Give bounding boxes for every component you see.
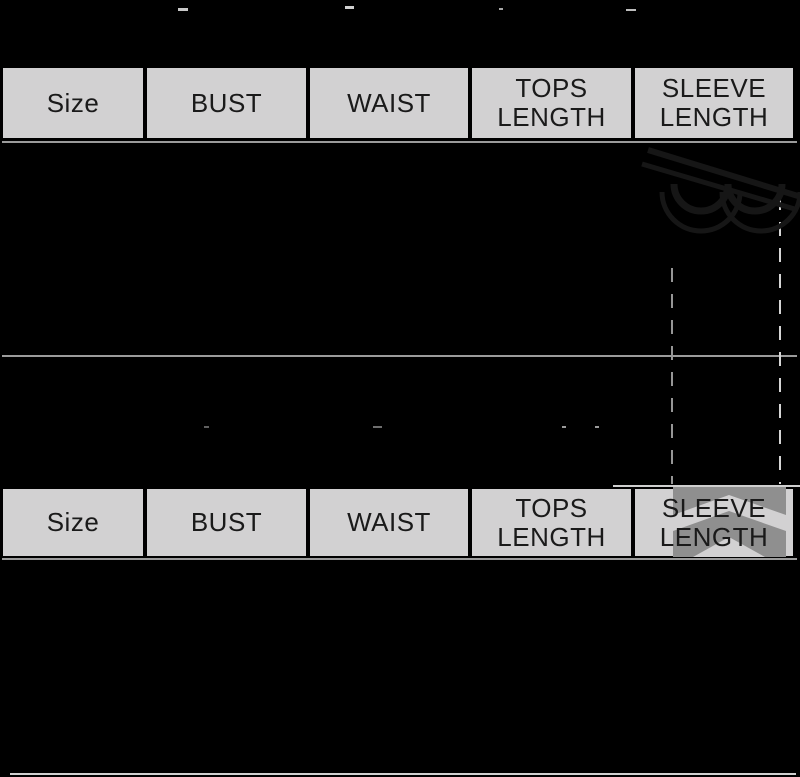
tops-length-header-cell: TOPS LENGTH — [472, 68, 635, 138]
size-chart-1-header-row: Size BUST WAIST TOPS LENGTH SLEEVE LENGT… — [3, 68, 793, 138]
header-label: TOPS — [515, 73, 588, 103]
table-1-body — [3, 143, 793, 355]
table-1-header-underline — [2, 141, 797, 143]
sleeve-length-header-cell: SLEEVE LENGTH — [635, 68, 793, 138]
bust-header-cell: BUST — [147, 489, 310, 556]
bust-header-cell: BUST — [147, 68, 310, 138]
table-1-bottom-rule — [2, 355, 797, 357]
size-header-cell: Size — [3, 489, 147, 556]
title-text-artifact — [562, 426, 566, 428]
table-2-body — [3, 560, 793, 773]
size-header-cell: Size — [3, 68, 147, 138]
title-text-artifact — [626, 9, 636, 11]
table-2-header-underline — [2, 558, 797, 560]
header-label: LENGTH — [497, 102, 606, 132]
title-text-artifact — [204, 426, 209, 428]
garment-sketch-icon — [641, 147, 800, 234]
header-label: WAIST — [347, 507, 431, 537]
header-label: TOPS — [515, 492, 588, 523]
title-text-artifact — [345, 6, 354, 9]
sleeve-measure-horizontal-rule — [613, 485, 800, 487]
header-label: BUST — [190, 507, 263, 537]
title-text-artifact — [178, 8, 188, 11]
size-chart-2-header-row: Size BUST WAIST TOPS LENGTH SLEEVE LENGT… — [3, 489, 793, 556]
header-label: Size — [46, 507, 100, 537]
header-label: LENGTH — [659, 102, 769, 132]
header-label: SLEEVE — [661, 492, 767, 523]
header-label: SLEEVE — [661, 73, 767, 103]
tops-length-header-cell: TOPS LENGTH — [472, 489, 635, 556]
table-2-bottom-rule — [10, 773, 796, 775]
waist-header-cell: WAIST — [310, 68, 472, 138]
header-label: LENGTH — [497, 521, 606, 552]
chevron-watermark-icon — [673, 487, 786, 557]
header-label: Size — [46, 87, 100, 118]
title-text-artifact — [373, 426, 382, 428]
title-text-artifact — [595, 426, 599, 428]
header-label: WAIST — [347, 87, 431, 118]
waist-header-cell: WAIST — [310, 489, 472, 556]
sleeve-measure-dashed-line-right — [779, 196, 781, 484]
header-label: BUST — [190, 87, 263, 118]
sleeve-measure-dashed-line-left — [671, 268, 673, 484]
header-label: LENGTH — [659, 521, 769, 552]
title-text-artifact — [499, 8, 503, 10]
